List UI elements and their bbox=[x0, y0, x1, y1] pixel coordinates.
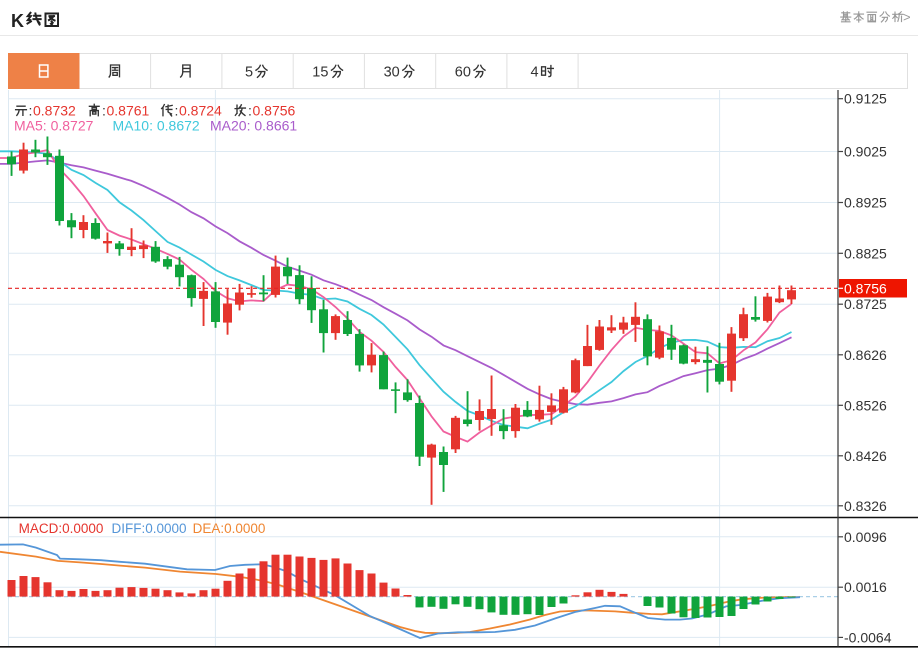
svg-text:-0.0064: -0.0064 bbox=[844, 629, 892, 645]
svg-text:0.0016: 0.0016 bbox=[844, 579, 887, 595]
svg-text:0.8761: 0.8761 bbox=[107, 103, 150, 119]
svg-text:DEA:0.0000: DEA:0.0000 bbox=[193, 521, 266, 536]
svg-text:30: 30 bbox=[384, 65, 400, 81]
svg-text:0.8756: 0.8756 bbox=[844, 280, 887, 296]
svg-text:0.8825: 0.8825 bbox=[844, 245, 887, 261]
svg-text:0.8724: 0.8724 bbox=[179, 103, 222, 119]
svg-text:MA20: 0.8661: MA20: 0.8661 bbox=[210, 118, 297, 134]
svg-text:MACD:0.0000: MACD:0.0000 bbox=[19, 521, 104, 536]
svg-text::: : bbox=[102, 103, 106, 119]
svg-text:0.8326: 0.8326 bbox=[844, 498, 887, 514]
svg-text:MA10: 0.8672: MA10: 0.8672 bbox=[113, 118, 200, 134]
svg-text:0.8756: 0.8756 bbox=[253, 103, 296, 119]
svg-text:15: 15 bbox=[312, 65, 328, 81]
svg-text::: : bbox=[29, 103, 33, 119]
svg-text:0.8626: 0.8626 bbox=[844, 347, 887, 363]
svg-text:0.8732: 0.8732 bbox=[33, 103, 76, 119]
svg-text:>: > bbox=[903, 10, 911, 25]
svg-text:60: 60 bbox=[455, 65, 471, 81]
svg-text:0.8925: 0.8925 bbox=[844, 195, 887, 211]
svg-text:MA5: 0.8727: MA5: 0.8727 bbox=[14, 118, 94, 134]
svg-text:0.9025: 0.9025 bbox=[844, 144, 887, 160]
svg-text:DIFF:0.0000: DIFF:0.0000 bbox=[112, 521, 187, 536]
svg-text::: : bbox=[175, 103, 179, 119]
svg-text:K: K bbox=[11, 11, 24, 31]
svg-text:0.8526: 0.8526 bbox=[844, 397, 887, 413]
svg-text:4: 4 bbox=[531, 65, 539, 81]
svg-text:0.8725: 0.8725 bbox=[844, 296, 887, 312]
svg-text:5: 5 bbox=[245, 65, 253, 81]
svg-text:0.8426: 0.8426 bbox=[844, 448, 887, 464]
svg-text:0.9125: 0.9125 bbox=[844, 91, 887, 107]
svg-text:0.0096: 0.0096 bbox=[844, 529, 887, 545]
svg-text::: : bbox=[248, 103, 252, 119]
